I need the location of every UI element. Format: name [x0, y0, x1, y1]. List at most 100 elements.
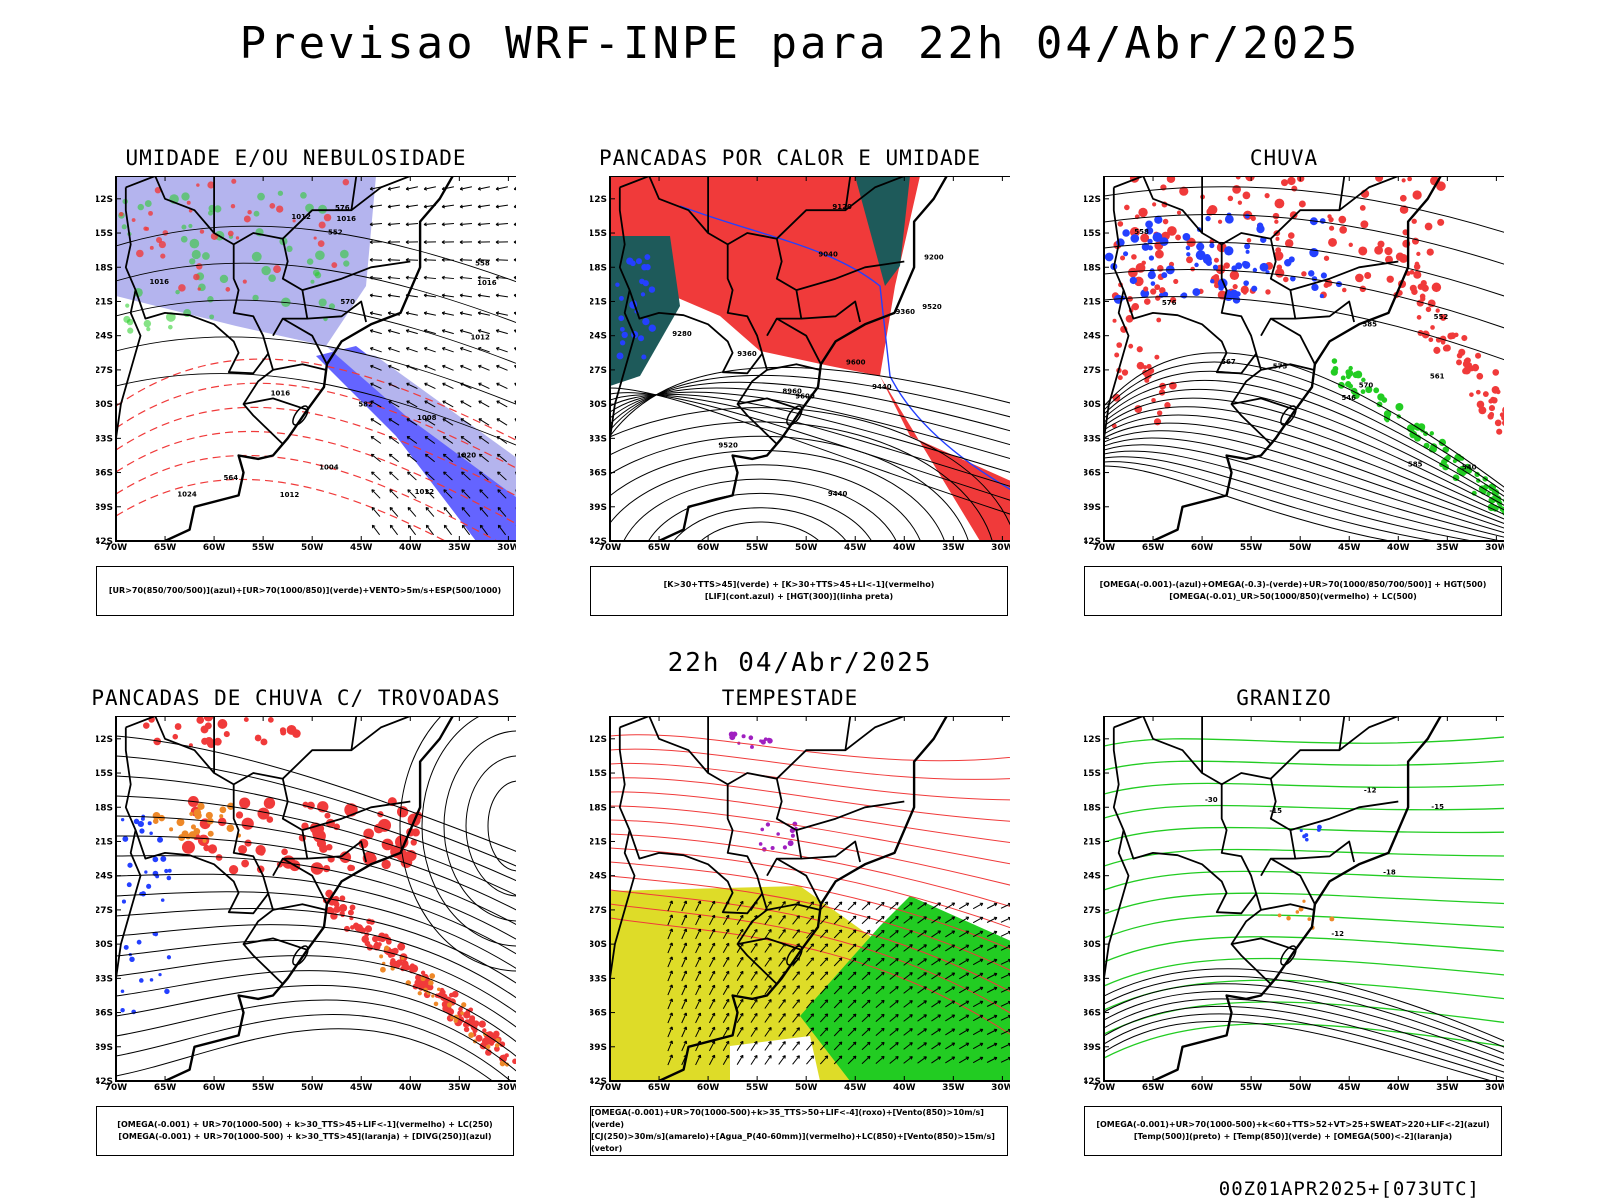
lon-tick-label: 55W [252, 543, 275, 551]
contour-label: 1016 [336, 215, 356, 223]
map-pancadas-calor: 9600952094409360928092009120904089609600… [590, 176, 1010, 551]
lon-tick-label: 70W [599, 1083, 622, 1091]
contour-label: -30 [1205, 796, 1218, 804]
lon-tick-label: 30W [991, 543, 1010, 551]
lat-tick-label: 30S [96, 400, 113, 410]
lat-tick-label: 36S [1084, 469, 1101, 479]
panel-pancadas-calor: PANCADAS POR CALOR E UMIDADE 9600 9520 944… [570, 146, 1010, 626]
lat-tick-label: 27S [96, 366, 113, 376]
contour-label: 570 [1359, 382, 1374, 390]
legend-line: [OMEGA(-0.001)+UR>70(1000-500)+k<60+TTS>… [1096, 1120, 1490, 1129]
lat-tick-label: 42S [1084, 537, 1101, 547]
lat-tick-label: 39S [96, 503, 113, 513]
lon-tick-label: 50W [795, 1083, 818, 1091]
panel-trovoadas: PANCADAS DE CHUVA C/ TROVOADAS 12S 15S 18S… [76, 686, 516, 1166]
lat-tick-label: 15S [590, 769, 607, 779]
lon-tick-label: 30W [1485, 1083, 1504, 1091]
lat-tick-label: 33S [590, 434, 607, 444]
legend-line: [OMEGA(-0.01)_UR>50(1000/850)(vermelho) … [1169, 592, 1417, 601]
contour-label: -12 [1331, 930, 1344, 938]
lon-tick-label: 35W [942, 543, 965, 551]
lat-tick-label: 30S [1084, 940, 1101, 950]
lon-tick-label: 40W [893, 1083, 916, 1091]
panel-title: GRANIZO [1236, 686, 1332, 710]
map-umidade: 1012 1012 1012 1016 1016 1016 1020 1024 1012 1008… [96, 176, 516, 551]
lat-tick-label: 21S [590, 837, 607, 847]
lat-tick-label: 36S [590, 1009, 607, 1019]
panel-legend: [OMEGA(-0.001)+UR>70(1000-500)+k<60+TTS>… [1084, 1106, 1502, 1156]
lon-tick-label: 45W [844, 1083, 867, 1091]
lon-tick-label: 55W [252, 1083, 275, 1091]
contour-label: 1016 [271, 389, 291, 397]
lat-tick-label: 30S [96, 940, 113, 950]
contour-label: 585 [1408, 460, 1423, 468]
legend-line: [LIF](cont.azul) + [HGT(300)](linha pret… [704, 592, 894, 601]
lon-tick-label: 50W [795, 543, 818, 551]
lat-tick-label: 39S [590, 503, 607, 513]
lon-tick-label: 65W [648, 543, 671, 551]
contour-label: 1012 [470, 333, 490, 341]
lon-tick-label: 65W [1142, 1083, 1165, 1091]
legend-line: [OMEGA(-0.001) + UR>70(1000-500) + k>30_… [118, 1132, 492, 1141]
lon-tick-label: 55W [746, 543, 769, 551]
panel-legend: [OMEGA(-0.001)-(azul)+OMEGA(-0.3)-(verde… [1084, 566, 1502, 616]
lat-tick-label: 15S [1084, 229, 1101, 239]
lon-tick-label: 60W [203, 1083, 226, 1091]
lat-tick-label: 39S [1084, 503, 1101, 513]
lat-tick-label: 30S [590, 940, 607, 950]
lon-tick-label: 45W [1338, 543, 1361, 551]
lat-tick-label: 30S [590, 400, 607, 410]
contour-label: 552 [328, 228, 343, 236]
lon-tick-label: 60W [203, 543, 226, 551]
lat-tick-label: 33S [96, 974, 113, 984]
lat-tick-label: 30S [1084, 400, 1101, 410]
run-info: 00Z01APR2025+[073UTC] [1218, 1178, 1480, 1200]
lat-tick-label: 36S [96, 1009, 113, 1019]
contour-label: 1012 [415, 488, 435, 496]
lat-tick-label: 18S [1084, 263, 1101, 273]
lon-tick-label: 60W [1191, 543, 1214, 551]
contour-label: 9360 [895, 308, 915, 316]
contour-label: 9600 [795, 392, 815, 400]
legend-line: [OMEGA(-0.001)+UR>70(1000-500)+k>35_TTS>… [591, 1108, 984, 1129]
lon-tick-label: 35W [942, 1083, 965, 1091]
contour-label: -15 [1269, 807, 1282, 815]
lat-tick-label: 42S [590, 537, 607, 547]
panel-granizo: GRANIZO -12 -15 -18 -12 -15 -30 12S 15S 18S 21S 2… [1064, 686, 1504, 1166]
panel-legend: [K>30+TTS>45](verde) + [K>30+TTS>45+LI<-… [590, 566, 1008, 616]
contour-label: 546 [1341, 394, 1356, 402]
lat-tick-label: 15S [1084, 769, 1101, 779]
lat-tick-label: 33S [1084, 974, 1101, 984]
contour-label: 564 [224, 474, 239, 482]
legend-line: [Temp(500)](preto) + [Temp(850)](verde) … [1133, 1132, 1453, 1141]
contour-label: 570 [340, 298, 355, 306]
lat-tick-label: 12S [96, 195, 113, 205]
lat-tick-label: 12S [590, 195, 607, 205]
lon-tick-label: 50W [1289, 543, 1312, 551]
contour-label: 585 [1362, 320, 1377, 328]
contour-label: 1020 [457, 451, 477, 459]
lat-tick-label: 33S [590, 974, 607, 984]
main-title: Previsao WRF-INPE para 22h 04/Abr/2025 [239, 18, 1361, 69]
panel-title: PANCADAS POR CALOR E UMIDADE [598, 146, 981, 170]
contour-label: 9440 [828, 490, 848, 498]
lon-tick-label: 40W [1387, 543, 1410, 551]
contour-label: 9120 [832, 203, 852, 211]
contour-label: -12 [1364, 786, 1377, 794]
lon-tick-label: 70W [105, 543, 128, 551]
lon-tick-label: 30W [497, 1083, 516, 1091]
fill-layer: 1012 1012 1012 1016 1016 1016 1020 1024 1012 1008… [116, 176, 516, 541]
lon-tick-label: 65W [648, 1083, 671, 1091]
lon-tick-label: 40W [893, 543, 916, 551]
lon-tick-label: 35W [448, 543, 471, 551]
lat-tick-label: 33S [96, 434, 113, 444]
panel-tempestade: TEMPESTADE 12S 15S 18S 21S 24S 27S 30S 33S 36S 39… [570, 686, 1010, 1166]
lat-tick-label: 18S [1084, 803, 1101, 813]
lon-tick-label: 65W [1142, 543, 1165, 551]
legend-line: [CJ(250)>30m/s](amarelo)+[Agua_P(40-60mm… [591, 1132, 995, 1153]
